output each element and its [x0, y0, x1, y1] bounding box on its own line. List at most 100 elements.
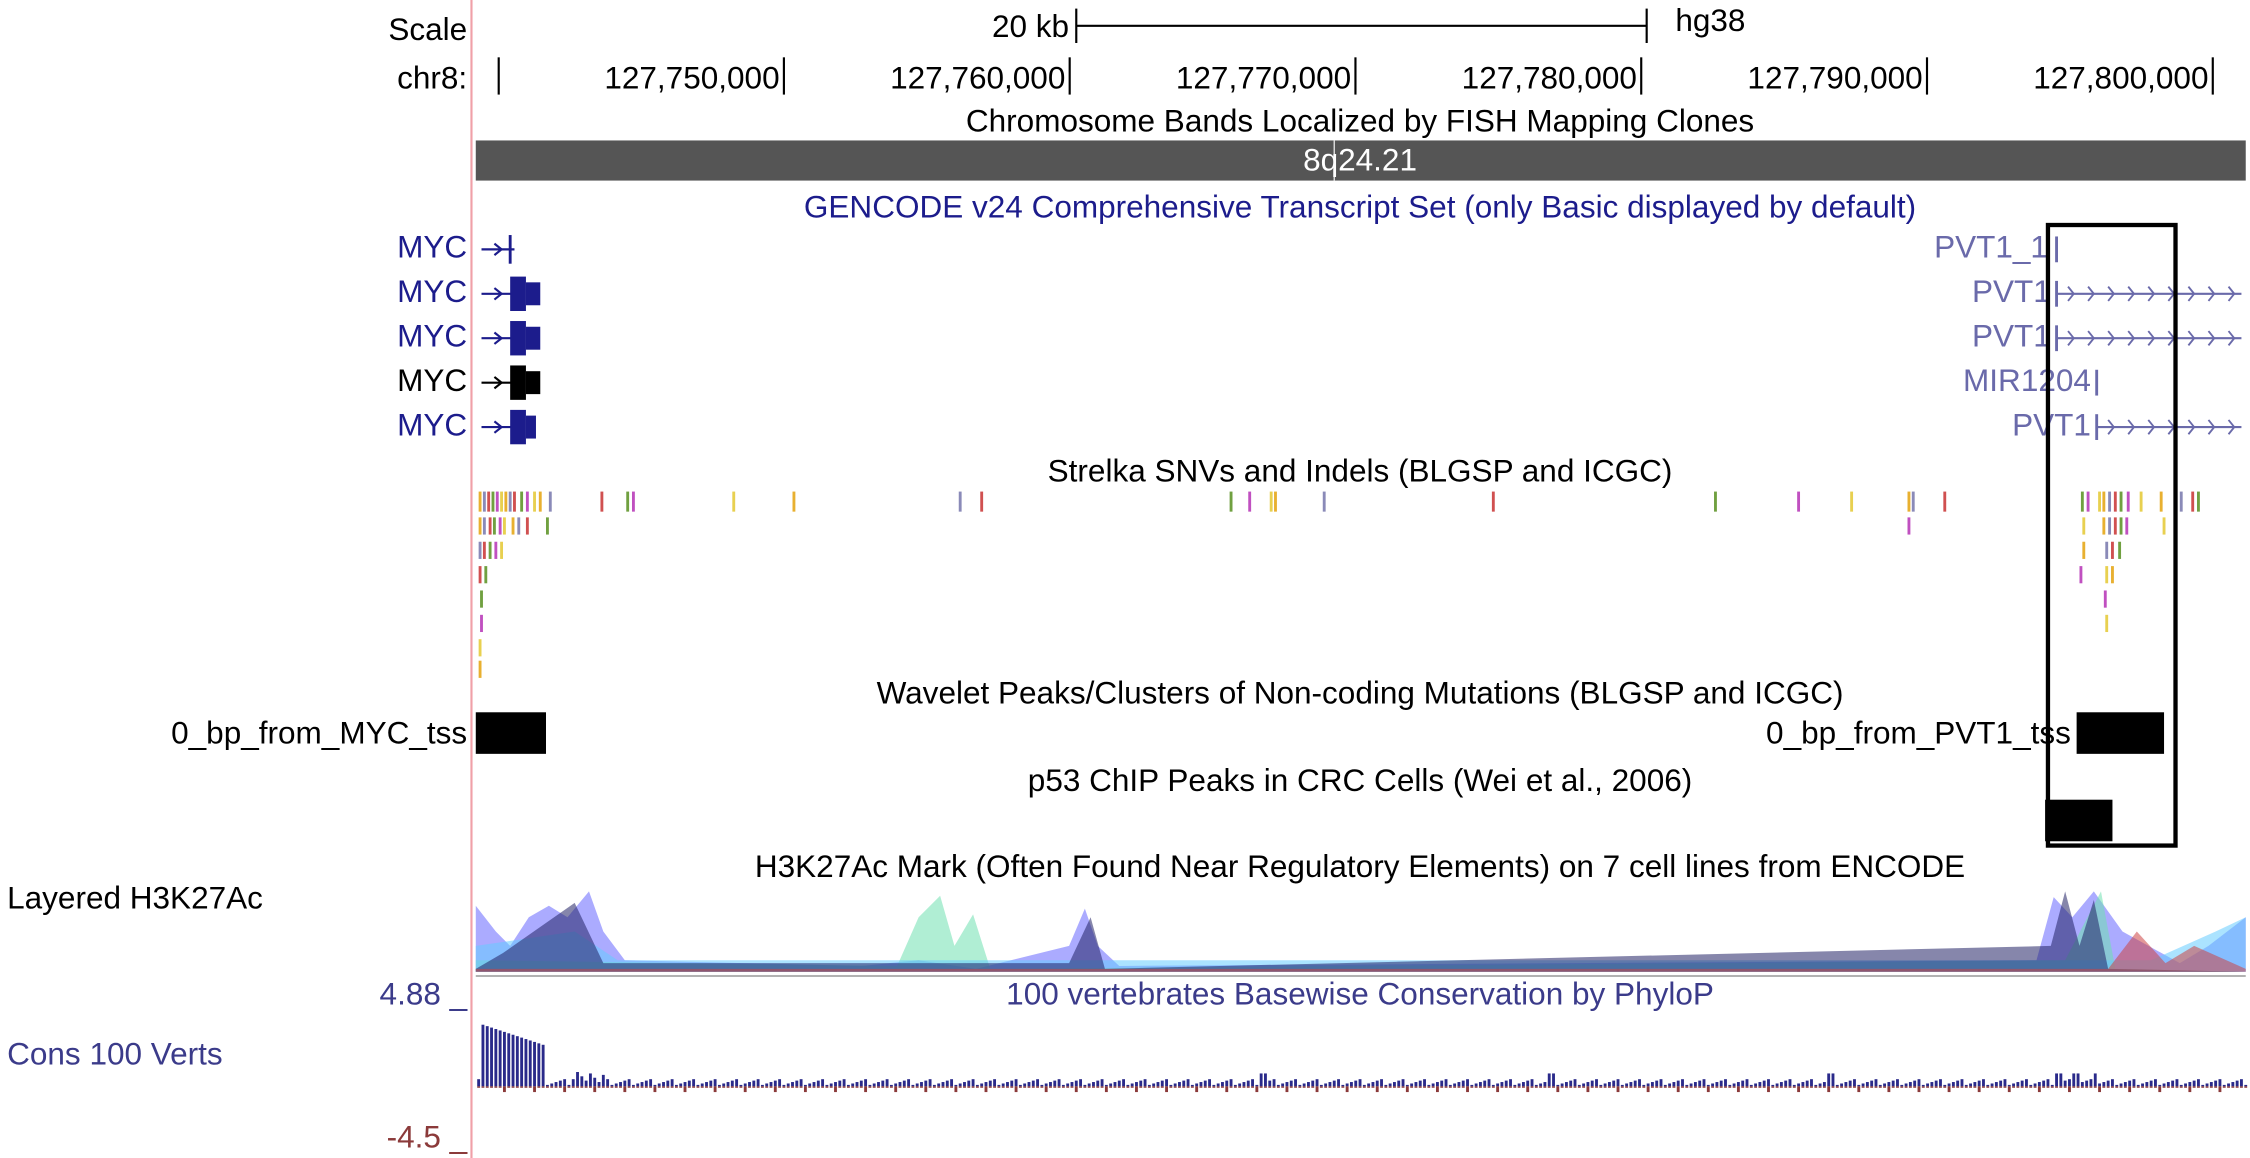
gene-arrow: [2227, 419, 2236, 435]
cons-bar: [1943, 1084, 1947, 1087]
cons-bar: [730, 1080, 734, 1087]
snv: [500, 491, 504, 512]
cons-bar: [640, 1082, 644, 1087]
snv-marks: [478, 491, 2200, 678]
cons-neg: [1049, 1086, 1052, 1088]
cons-bar: [1947, 1083, 1951, 1087]
cons-bar: [2119, 1083, 2123, 1087]
cons-neg: [881, 1086, 885, 1088]
cons-neg: [1951, 1086, 1955, 1088]
cons-bar: [1577, 1084, 1581, 1087]
cons-bar: [1160, 1080, 1164, 1087]
cons-bar: [1401, 1079, 1405, 1087]
cons-bar: [945, 1080, 949, 1087]
cons-bar: [1006, 1082, 1009, 1087]
cons-bar: [1281, 1083, 1285, 1087]
cons-neg: [2235, 1086, 2239, 1088]
cons-bar: [2205, 1083, 2209, 1087]
cons-neg: [1724, 1086, 1727, 1088]
cons-neg: [898, 1086, 902, 1088]
cons-bar: [1358, 1079, 1362, 1087]
cons-neg: [915, 1086, 919, 1088]
cons-neg: [963, 1086, 966, 1088]
cons-bar: [2166, 1082, 2170, 1087]
cons-neg: [1018, 1086, 1022, 1088]
cons-neg: [1238, 1086, 1242, 1088]
cons-neg: [778, 1086, 782, 1088]
cons-neg: [889, 1086, 893, 1088]
cons-neg: [2119, 1086, 2123, 1088]
cons-bar: [696, 1084, 700, 1087]
cons-bar: [984, 1082, 988, 1087]
cons-bar: [1152, 1083, 1156, 1087]
cons-bar: [1900, 1084, 1904, 1087]
cons-neg: [666, 1086, 670, 1088]
cons-bar: [1934, 1080, 1938, 1087]
cons-neg: [1616, 1086, 1620, 1093]
cons-neg: [2158, 1086, 2162, 1093]
exon: [525, 415, 536, 439]
snv: [533, 491, 536, 512]
snv: [1269, 491, 1273, 512]
gene-arrow: [2067, 286, 2075, 302]
cons-neg: [2222, 1086, 2226, 1088]
cons-neg: [1006, 1086, 1009, 1088]
cons-bar: [1453, 1083, 1457, 1087]
cons-bar: [1229, 1079, 1233, 1087]
cons-neg: [1311, 1086, 1315, 1088]
cons-neg: [812, 1086, 816, 1088]
cons-neg: [1031, 1086, 1035, 1088]
cons-bar: [1212, 1084, 1216, 1087]
cons-neg: [1552, 1086, 1555, 1088]
cons-bar: [2080, 1082, 2084, 1087]
cons-neg: [1767, 1086, 1770, 1093]
cons-bar: [2098, 1083, 2101, 1087]
cons-neg: [2244, 1086, 2248, 1088]
cons-neg: [1625, 1086, 1629, 1088]
cons-neg: [941, 1086, 945, 1088]
cons-neg: [1362, 1086, 1366, 1088]
cons-neg: [2192, 1086, 2196, 1088]
cons-bar: [2158, 1084, 2162, 1087]
cons-neg: [1930, 1086, 1934, 1088]
snv: [517, 517, 521, 535]
cons-bar: [1070, 1082, 1074, 1087]
cons-neg: [481, 1086, 485, 1088]
cons-bar: [2171, 1080, 2175, 1087]
snv: [626, 491, 630, 512]
cons-neg: [1947, 1086, 1951, 1093]
cons-neg: [2102, 1086, 2106, 1088]
cons-bar: [1715, 1082, 1719, 1087]
cons-bar: [1117, 1080, 1121, 1087]
cons-bar: [954, 1084, 958, 1087]
cons-bar: [1143, 1079, 1147, 1087]
cons-neg: [1706, 1086, 1710, 1093]
gene-arrow: [2107, 286, 2116, 302]
cons-neg: [868, 1086, 872, 1088]
cons-neg: [687, 1086, 691, 1088]
cons-bar: [541, 1044, 545, 1087]
cons-neg: [1865, 1086, 1869, 1088]
cons-bar: [1526, 1080, 1530, 1087]
cons-bar: [1169, 1084, 1173, 1087]
cons-bar: [2059, 1073, 2063, 1087]
cons-bar: [765, 1083, 769, 1087]
cons-bar: [597, 1082, 601, 1087]
cons-bar: [1350, 1082, 1353, 1087]
cons-neg: [1818, 1086, 1822, 1088]
cons-neg: [1556, 1086, 1560, 1093]
cons-bar: [885, 1079, 889, 1087]
cons-bar: [1010, 1080, 1014, 1087]
track-label: Cons 100 Verts: [7, 1036, 223, 1072]
cons-neg: [1870, 1086, 1874, 1088]
cons-bar: [1973, 1082, 1977, 1087]
cons-bar: [1853, 1079, 1856, 1087]
gene-label: PVT1: [2012, 406, 2091, 442]
snv: [484, 566, 488, 584]
cons-neg: [511, 1086, 515, 1088]
cons-bar: [2063, 1080, 2067, 1087]
cons-bar: [2033, 1083, 2037, 1087]
cons-bar: [2128, 1080, 2132, 1087]
cons-bar: [1092, 1082, 1095, 1087]
cons-bar: [679, 1083, 683, 1087]
